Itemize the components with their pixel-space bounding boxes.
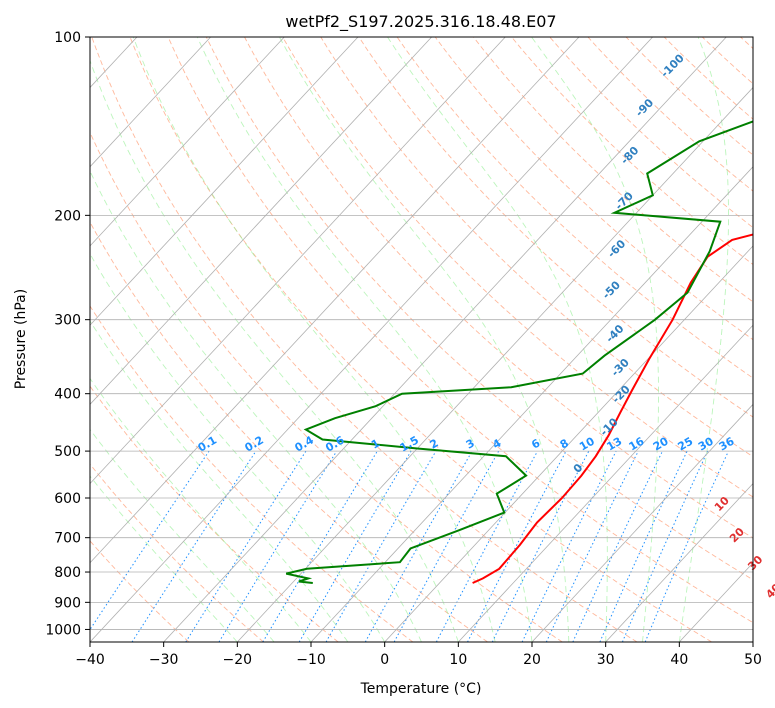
y-tick-label: 400 xyxy=(54,387,81,403)
dry-adiabat-line xyxy=(167,37,753,624)
isotherm-line xyxy=(605,482,753,642)
dry-adiabat-line xyxy=(320,37,753,458)
y-tick-label: 600 xyxy=(54,491,81,507)
y-tick-label: 800 xyxy=(54,565,81,581)
plot-frame xyxy=(89,36,754,643)
dry-adiabat-label: 40 xyxy=(763,581,775,601)
x-tick-label: 40 xyxy=(670,652,688,668)
mixing-ratio-line xyxy=(131,450,257,642)
mixing-ratio-line xyxy=(621,450,709,642)
moist-adiabat-line xyxy=(531,37,659,642)
mixing-ratio-line xyxy=(364,450,473,642)
dry-adiabat-line xyxy=(358,37,753,418)
isotherm-line xyxy=(90,37,285,247)
isotherm-line xyxy=(163,37,727,642)
dewpoint-profile-line xyxy=(285,120,753,584)
dry-adiabat-line xyxy=(282,37,753,498)
y-tick-label: 700 xyxy=(54,531,81,547)
isotherm-line xyxy=(90,37,211,168)
moist-adiabat-line xyxy=(279,37,570,642)
x-tick-label: −10 xyxy=(296,652,326,668)
isotherm-line xyxy=(531,403,753,642)
isotherm-line xyxy=(90,37,432,405)
mixing-ratio-line xyxy=(393,450,500,642)
moist-adiabat-line xyxy=(132,37,496,642)
dry-adiabat-line xyxy=(90,463,264,642)
dry-adiabat-line xyxy=(129,37,712,642)
x-axis: −40 −30 −20 −10 0 10 20 30 40 50 xyxy=(75,642,762,668)
y-tick-label: 500 xyxy=(54,444,81,460)
dry-adiabat-line xyxy=(434,37,753,341)
temperature-profile-line xyxy=(472,233,753,584)
data-series xyxy=(285,120,753,584)
isotherm-line xyxy=(384,245,753,642)
y-tick-label: 900 xyxy=(54,595,81,611)
isotherm-line xyxy=(458,324,753,642)
mixing-ratio-line xyxy=(218,450,338,642)
isotherm-line xyxy=(310,166,753,642)
y-tick-label: 200 xyxy=(54,208,81,224)
mixing-ratio-line xyxy=(599,450,688,642)
dry-adiabat-line xyxy=(91,37,638,642)
isotherm-line xyxy=(90,37,580,564)
x-tick-label: −30 xyxy=(149,652,179,668)
plot-area xyxy=(90,37,753,642)
mixing-ratio-line xyxy=(435,450,538,642)
dry-adiabat-line xyxy=(90,221,488,642)
x-axis-label: Temperature (°C) xyxy=(360,681,482,697)
y-tick-label: 300 xyxy=(54,313,81,329)
x-tick-label: 10 xyxy=(449,652,467,668)
x-tick-label: −20 xyxy=(223,652,253,668)
background-lines xyxy=(90,37,753,642)
x-tick-label: 0 xyxy=(380,652,389,668)
y-axis-label: Pressure (hPa) xyxy=(13,289,29,389)
y-tick-label: 100 xyxy=(54,30,81,46)
moist-adiabat-line xyxy=(196,37,533,642)
x-tick-label: 50 xyxy=(744,652,762,668)
moist-adiabat-line xyxy=(90,320,349,642)
isotherm-line xyxy=(90,37,359,326)
mixing-ratio-line xyxy=(185,450,307,642)
x-tick-label: −40 xyxy=(75,652,105,668)
moist-adiabat-line xyxy=(90,59,459,642)
moist-adiabat-line xyxy=(90,170,422,642)
x-tick-label: 20 xyxy=(523,652,541,668)
isotherm-line xyxy=(90,37,653,642)
moist-adiabat-line xyxy=(678,37,729,642)
mixing-ratio-line xyxy=(521,450,617,642)
moist-adiabat-line xyxy=(387,37,608,642)
dry-adiabat-line xyxy=(90,540,190,642)
dry-adiabat-line xyxy=(90,131,563,642)
isotherm-line xyxy=(90,37,506,485)
x-tick-label: 30 xyxy=(597,652,615,668)
y-axis: 1000 900 800 700 600 500 400 300 200 100 xyxy=(45,30,90,638)
y-tick-label: 1000 xyxy=(45,622,81,638)
mixing-ratio-line xyxy=(90,450,210,631)
moist-adiabat-line xyxy=(90,252,386,642)
chart-title: wetPf2_S197.2025.316.18.48.E07 xyxy=(285,12,556,32)
dry-adiabat-line xyxy=(473,37,753,303)
